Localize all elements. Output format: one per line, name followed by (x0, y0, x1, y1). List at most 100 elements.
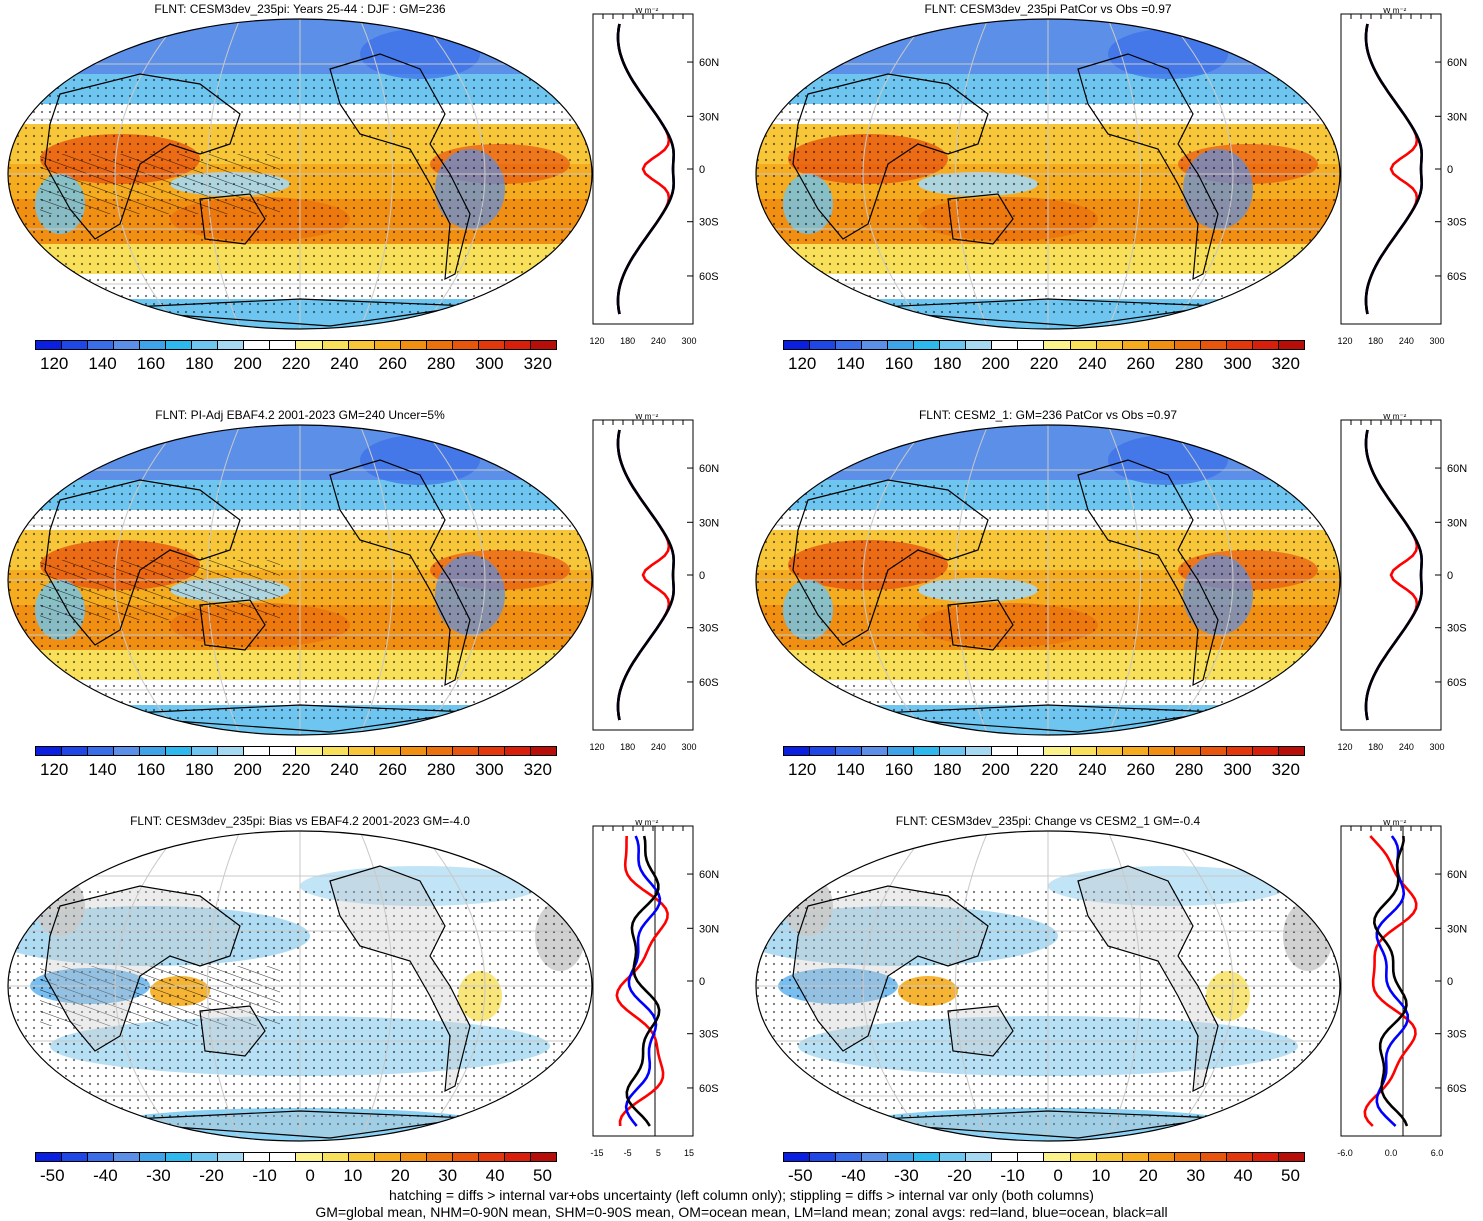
colorbar-swatch (88, 341, 115, 349)
colorbar-swatch (166, 1153, 193, 1161)
colorbar-label: 20 (390, 1166, 410, 1185)
colorbar-swatch (400, 747, 427, 755)
colorbar-swatch (504, 341, 531, 349)
colorbar-swatch (296, 341, 323, 349)
colorbar-label: 180 (933, 354, 962, 373)
colorbar-swatch (1174, 747, 1201, 755)
colorbar-swatch (940, 747, 967, 755)
colorbar-swatch (966, 747, 993, 755)
colorbar-label: 20 (1138, 1166, 1158, 1185)
colorbar-label: 50 (533, 1166, 552, 1185)
colorbar (783, 746, 1305, 756)
colorbar-swatch (1044, 1153, 1071, 1161)
zonal-units: W m⁻² (1383, 820, 1407, 827)
colorbar-swatch (888, 1153, 915, 1161)
colorbar-label: 10 (1091, 1166, 1111, 1185)
colorbar-swatch (1200, 1153, 1227, 1161)
lat-label: 0 (1447, 164, 1453, 176)
colorbar-swatch (478, 1153, 505, 1161)
colorbar-swatch (322, 341, 349, 349)
colorbar-swatch (218, 341, 245, 349)
colorbar-label: 140 (88, 354, 117, 373)
lat-label: 60S (1447, 1083, 1467, 1095)
zonal-units: W m⁻² (635, 8, 659, 15)
lat-label: 60S (1447, 677, 1467, 689)
colorbar-label: 200 (233, 354, 262, 373)
colorbar-swatch (426, 747, 453, 755)
colorbar-label: 160 (136, 760, 166, 779)
zonal-xtick: 240 (1399, 742, 1414, 752)
colorbar-swatch (1044, 747, 1071, 755)
map-4 (755, 424, 1341, 736)
colorbar-label: 320 (1271, 760, 1300, 779)
zonal-xtick: -15 (590, 1148, 603, 1158)
lat-label: 30N (1447, 923, 1467, 935)
footer-line-1: hatching = diffs > internal var+obs unce… (389, 1187, 1094, 1203)
colorbar-label: 240 (330, 354, 359, 373)
colorbar-label: -30 (894, 1166, 919, 1185)
colorbar-label: 40 (485, 1166, 505, 1185)
colorbar-swatch (452, 341, 479, 349)
colorbar-swatch (914, 341, 941, 349)
colorbar-swatch (1148, 1153, 1175, 1161)
zonal-xtick: 180 (620, 742, 635, 752)
colorbar-swatch (992, 1153, 1019, 1161)
colorbar-label: 280 (1174, 760, 1204, 779)
zonal-xtick: 180 (1368, 336, 1383, 346)
colorbar-label: 240 (330, 760, 359, 779)
colorbar-label: 200 (233, 760, 262, 779)
colorbar-swatch (400, 341, 427, 349)
zonal-mean-plot: 60N 30N 0 30S 60S W m⁻² 120 180 240 300 (589, 8, 719, 346)
colorbar-swatch (862, 1153, 889, 1161)
panel-title: FLNT: CESM3dev_235pi: Change vs CESM2_1 … (895, 814, 1201, 828)
colorbar-swatch (140, 1153, 167, 1161)
colorbar-label: 120 (788, 760, 817, 779)
colorbar-swatch (1252, 341, 1279, 349)
colorbar-swatch (784, 747, 811, 755)
zonal-xtick: 180 (620, 336, 635, 346)
colorbar-swatch (400, 1153, 427, 1161)
colorbar-label: 300 (475, 760, 504, 779)
colorbar-swatch (836, 747, 863, 755)
colorbar-swatch (966, 341, 993, 349)
colorbar-label: 280 (426, 354, 456, 373)
colorbar-label: -50 (40, 1166, 65, 1185)
footer-line-2: GM=global mean, NHM=0-90N mean, SHM=0-90… (315, 1204, 1168, 1220)
colorbar-swatch (114, 341, 141, 349)
colorbar-swatch (1096, 1153, 1123, 1161)
colorbar-swatch (88, 747, 115, 755)
colorbar-label: 160 (136, 354, 166, 373)
map-1 (7, 18, 593, 330)
colorbar-swatch (888, 341, 915, 349)
colorbar-swatch (244, 341, 271, 349)
zonal-xtick: 6.0 (1431, 1148, 1444, 1158)
zonal-xtick: 300 (1429, 742, 1444, 752)
lat-label: 30N (699, 923, 719, 935)
colorbar-labels: 120 140 160 180 200 220 240 260 280 300 320 (40, 354, 552, 374)
colorbar-label: 320 (523, 354, 552, 373)
colorbar-label: -20 (947, 1166, 972, 1185)
colorbar-swatch (1278, 747, 1304, 755)
colorbar-swatch (1226, 747, 1253, 755)
colorbar-swatch (1096, 341, 1123, 349)
zonal-units: W m⁻² (1383, 8, 1407, 15)
colorbar-label: 220 (281, 760, 311, 779)
zonal-mean-plot: 60N 30N 0 30S 60S W m⁻² 120 180 240 300 (1337, 8, 1467, 346)
colorbar-swatch (192, 341, 219, 349)
colorbar-swatch (1174, 341, 1201, 349)
zonal-units: W m⁻² (635, 820, 659, 827)
lat-label: 60N (699, 463, 719, 475)
colorbar-swatch (914, 747, 941, 755)
colorbar-swatch (530, 1153, 556, 1161)
colorbar-swatch (836, 341, 863, 349)
colorbar-swatch (478, 747, 505, 755)
colorbar-label: 0 (1053, 1166, 1063, 1185)
colorbar-labels: -50 -40 -30 -20 -10 0 10 20 30 40 50 (40, 1166, 552, 1186)
colorbar-swatch (1122, 747, 1149, 755)
zonal-ocean-line (624, 835, 662, 1127)
colorbar-swatch (374, 747, 401, 755)
colorbar-label: -10 (252, 1166, 277, 1185)
zonal-ocean-line (1375, 835, 1410, 1127)
zonal-xtick: -5 (624, 1148, 632, 1158)
colorbar-swatch (784, 1153, 811, 1161)
